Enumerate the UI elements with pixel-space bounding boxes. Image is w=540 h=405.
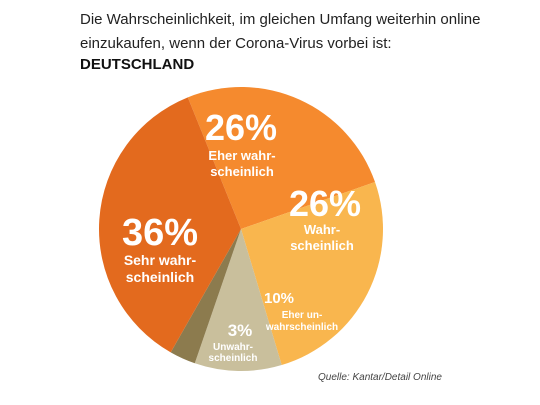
pie-slices <box>98 87 384 371</box>
slice-category-label: Eher wahr- <box>208 148 275 163</box>
slice-value-label: 3% <box>228 321 253 340</box>
pie-slice <box>241 182 384 366</box>
pie-slice <box>170 229 241 364</box>
chart-title: Die Wahrscheinlichkeit, im gleichen Umfa… <box>80 11 481 52</box>
pie-slice <box>194 229 282 371</box>
slice-category-label: Sehr wahr- <box>124 252 197 268</box>
slice-value-label: 36% <box>122 212 198 254</box>
slice-category-label: scheinlich <box>290 238 354 253</box>
chart-subtitle: DEUTSCHLAND <box>80 56 195 73</box>
pie-labels: 26%Eher wahr-scheinlich26%Wahr-scheinlic… <box>122 107 361 364</box>
slice-value-label: 26% <box>289 183 361 224</box>
slice-value-label: 26% <box>205 107 277 148</box>
chart-source: Quelle: Kantar/Detail Online <box>318 372 442 383</box>
slice-category-label: scheinlich <box>209 353 258 364</box>
pie-slice <box>187 87 375 229</box>
slice-category-label: Unwahr- <box>213 342 253 353</box>
slice-category-label: scheinlich <box>210 164 274 179</box>
slice-category-label: wahrscheinlich <box>265 322 338 333</box>
slice-category-label: Eher un- <box>282 310 323 321</box>
slice-value-label: 10% <box>264 290 294 307</box>
pie-slice <box>98 97 241 353</box>
slice-category-label: Wahr- <box>304 222 340 237</box>
slice-category-label: scheinlich <box>126 269 194 285</box>
